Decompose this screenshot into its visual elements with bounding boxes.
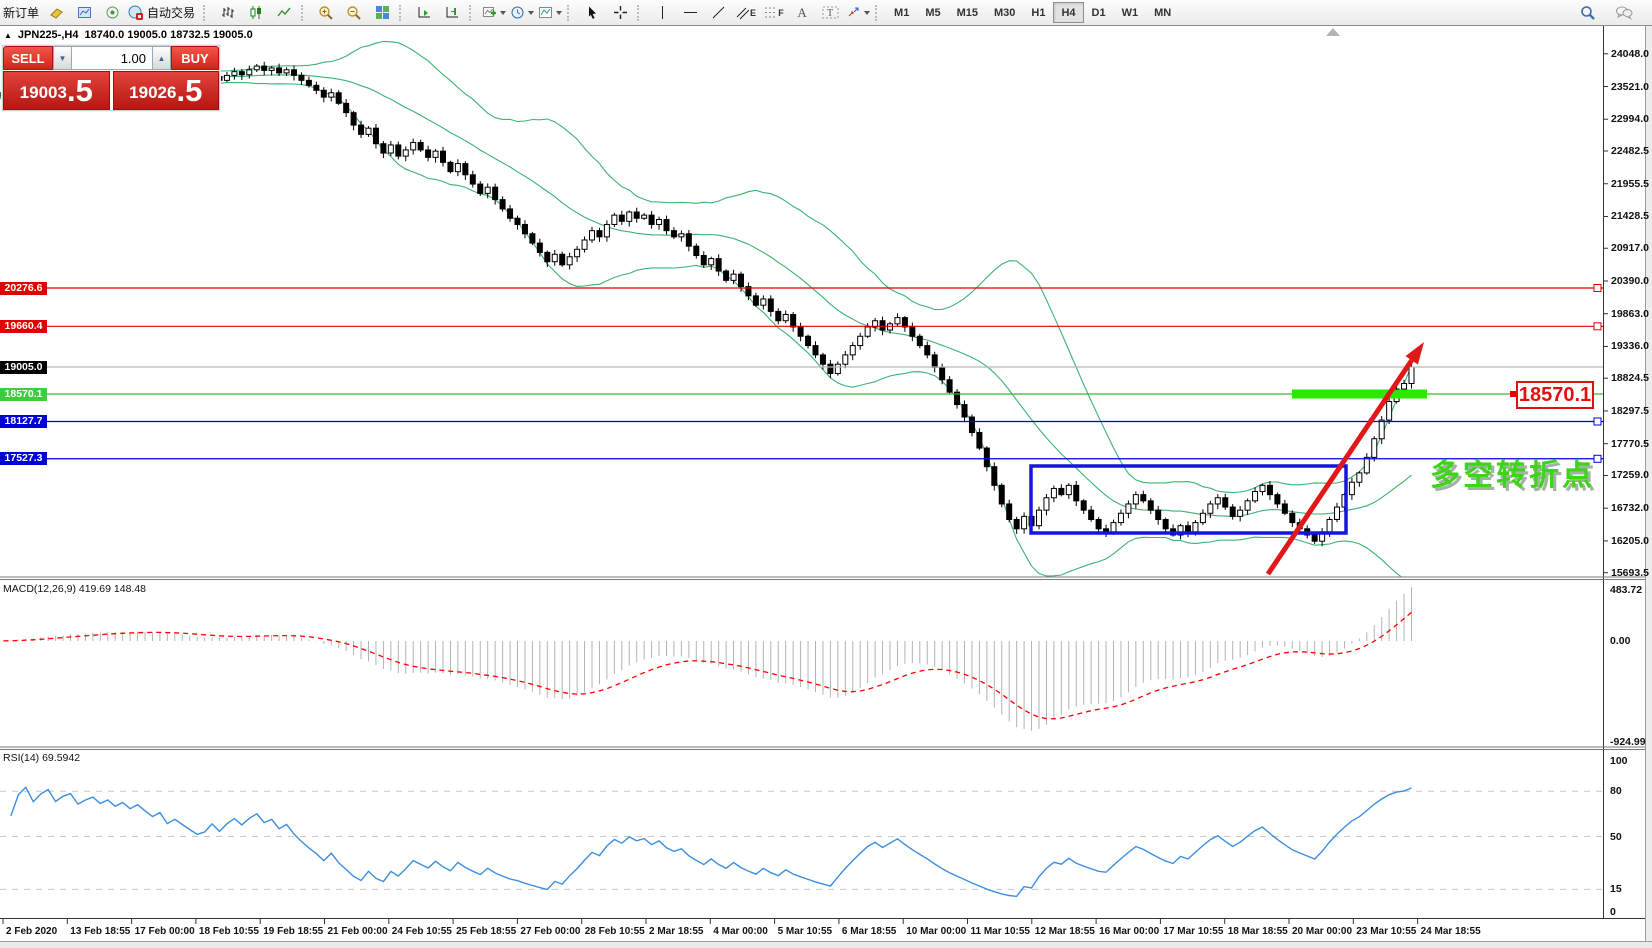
rsi-line — [10, 786, 1412, 898]
symbol-collapse-icon[interactable]: ▲ — [4, 30, 12, 40]
rsi-pane — [0, 786, 1603, 898]
bollinger-band — [0, 74, 1412, 517]
svg-text:T: T — [827, 8, 833, 19]
toolbar-grip — [301, 4, 307, 21]
candlestick-chart-icon[interactable] — [242, 3, 270, 23]
volume-increase-button[interactable]: ▲ — [152, 46, 171, 70]
zoom-out-icon[interactable] — [340, 3, 368, 23]
auto-scroll-icon[interactable] — [410, 3, 438, 23]
turning-point-annotation: 多空转折点 — [1430, 459, 1595, 492]
timeframe-m5[interactable]: M5 — [925, 6, 941, 19]
crosshair-icon[interactable] — [606, 3, 634, 23]
toolbar: 新订单 自动交易 — [0, 0, 1652, 26]
new-order-button[interactable]: 新订单 — [3, 6, 40, 20]
bollinger-band — [0, 40, 1413, 494]
trendline-tool[interactable] — [704, 3, 732, 23]
timeframe-m1[interactable]: M1 — [894, 6, 910, 19]
sell-price-main: 19003 — [19, 83, 67, 102]
cursor-icon[interactable] — [578, 3, 606, 23]
buy-price-panel[interactable]: 19026 .5 — [112, 71, 219, 110]
timeframe-w1[interactable]: W1 — [1121, 6, 1139, 19]
tile-windows-icon[interactable] — [368, 3, 396, 23]
toolbar-grip — [469, 4, 475, 21]
buy-price-pips: .5 — [176, 73, 203, 108]
timeframe-mn[interactable]: MN — [1154, 6, 1172, 19]
arrows-tool[interactable] — [844, 3, 872, 23]
chart-window-icon[interactable] — [70, 3, 98, 23]
toolbar-grip — [875, 4, 881, 21]
chart-shift-icon[interactable] — [438, 3, 466, 23]
zoom-in-icon[interactable] — [312, 3, 340, 23]
vertical-line-tool[interactable] — [648, 3, 676, 23]
search-icon[interactable] — [1574, 3, 1602, 23]
main-plot — [0, 40, 1415, 577]
bar-chart-icon[interactable] — [214, 3, 242, 23]
window-bottom-edge — [0, 941, 1652, 948]
volume-input[interactable] — [72, 46, 152, 70]
toolbar-grip — [567, 4, 573, 21]
periods-button[interactable] — [508, 3, 536, 23]
text-letter: A — [797, 4, 807, 20]
timeframe-d1[interactable]: D1 — [1091, 6, 1106, 19]
bollinger-band — [0, 82, 1403, 577]
text-label-tool[interactable]: T — [816, 3, 844, 23]
trend-arrow — [1265, 358, 1414, 576]
toolbar-grip — [637, 4, 643, 21]
chart-canvas[interactable] — [0, 26, 1645, 941]
gold-ticket-icon[interactable] — [42, 3, 70, 23]
chevron-down-icon — [528, 10, 535, 15]
horizontal-line-tool[interactable] — [676, 3, 704, 23]
chevron-down-icon — [556, 10, 563, 15]
price-level-callout[interactable]: 18570.1 — [1516, 381, 1594, 409]
buy-price-main: 19026 — [129, 83, 177, 102]
timeframe-m30[interactable]: M30 — [994, 6, 1016, 19]
templates-button[interactable] — [536, 3, 564, 23]
buy-button[interactable]: BUY — [171, 46, 219, 70]
toolbar-grip — [203, 4, 209, 21]
signal-icon[interactable] — [98, 3, 126, 23]
equidistant-channel-tool[interactable]: E — [732, 3, 760, 23]
title-ohlc: 18740.0 19005.0 18732.5 19005.0 — [84, 29, 253, 41]
timeframe-m15[interactable]: M15 — [956, 6, 978, 19]
title-symbol: JPN225-,H4 — [17, 29, 79, 41]
channel-letter: E — [750, 7, 757, 18]
fibonacci-letter: F — [778, 7, 784, 18]
macd-pane — [2, 587, 1412, 731]
scroll-end-marker — [1326, 28, 1340, 36]
autotrading-button[interactable]: 自动交易 — [126, 3, 200, 23]
timeframe-h4[interactable]: H4 — [1053, 2, 1084, 23]
one-click-trading-widget: SELL ▼ ▲ BUY 19003 .5 19026 .5 — [2, 45, 220, 111]
toolbar-grip — [399, 4, 405, 21]
window-right-edge — [1645, 26, 1652, 948]
chevron-down-icon — [500, 10, 507, 15]
macd-signal-line — [3, 611, 1412, 720]
fibonacci-tool[interactable]: F — [760, 3, 788, 23]
timeframe-h1[interactable]: H1 — [1031, 6, 1046, 19]
chevron-down-icon — [864, 10, 871, 15]
volume-decrease-button[interactable]: ▼ — [53, 46, 72, 70]
sell-button[interactable]: SELL — [3, 46, 53, 70]
candles — [0, 61, 1415, 547]
line-chart-icon[interactable] — [270, 3, 298, 23]
chat-icon[interactable] — [1610, 3, 1638, 23]
sell-price-panel[interactable]: 19003 .5 — [3, 71, 110, 110]
text-tool[interactable]: A — [788, 3, 816, 23]
chart-title: ▲ JPN225-,H4 18740.0 19005.0 18732.5 190… — [4, 29, 253, 41]
consolidation-rectangle — [1029, 464, 1348, 535]
support-highlight-bar — [1292, 389, 1427, 399]
new-chart-button[interactable] — [480, 3, 508, 23]
autotrading-label: 自动交易 — [147, 6, 196, 20]
timeframe-bar: M1 M5 M15 M30 H1 H4 D1 W1 MN — [886, 2, 1179, 23]
sell-price-pips: .5 — [66, 73, 93, 108]
